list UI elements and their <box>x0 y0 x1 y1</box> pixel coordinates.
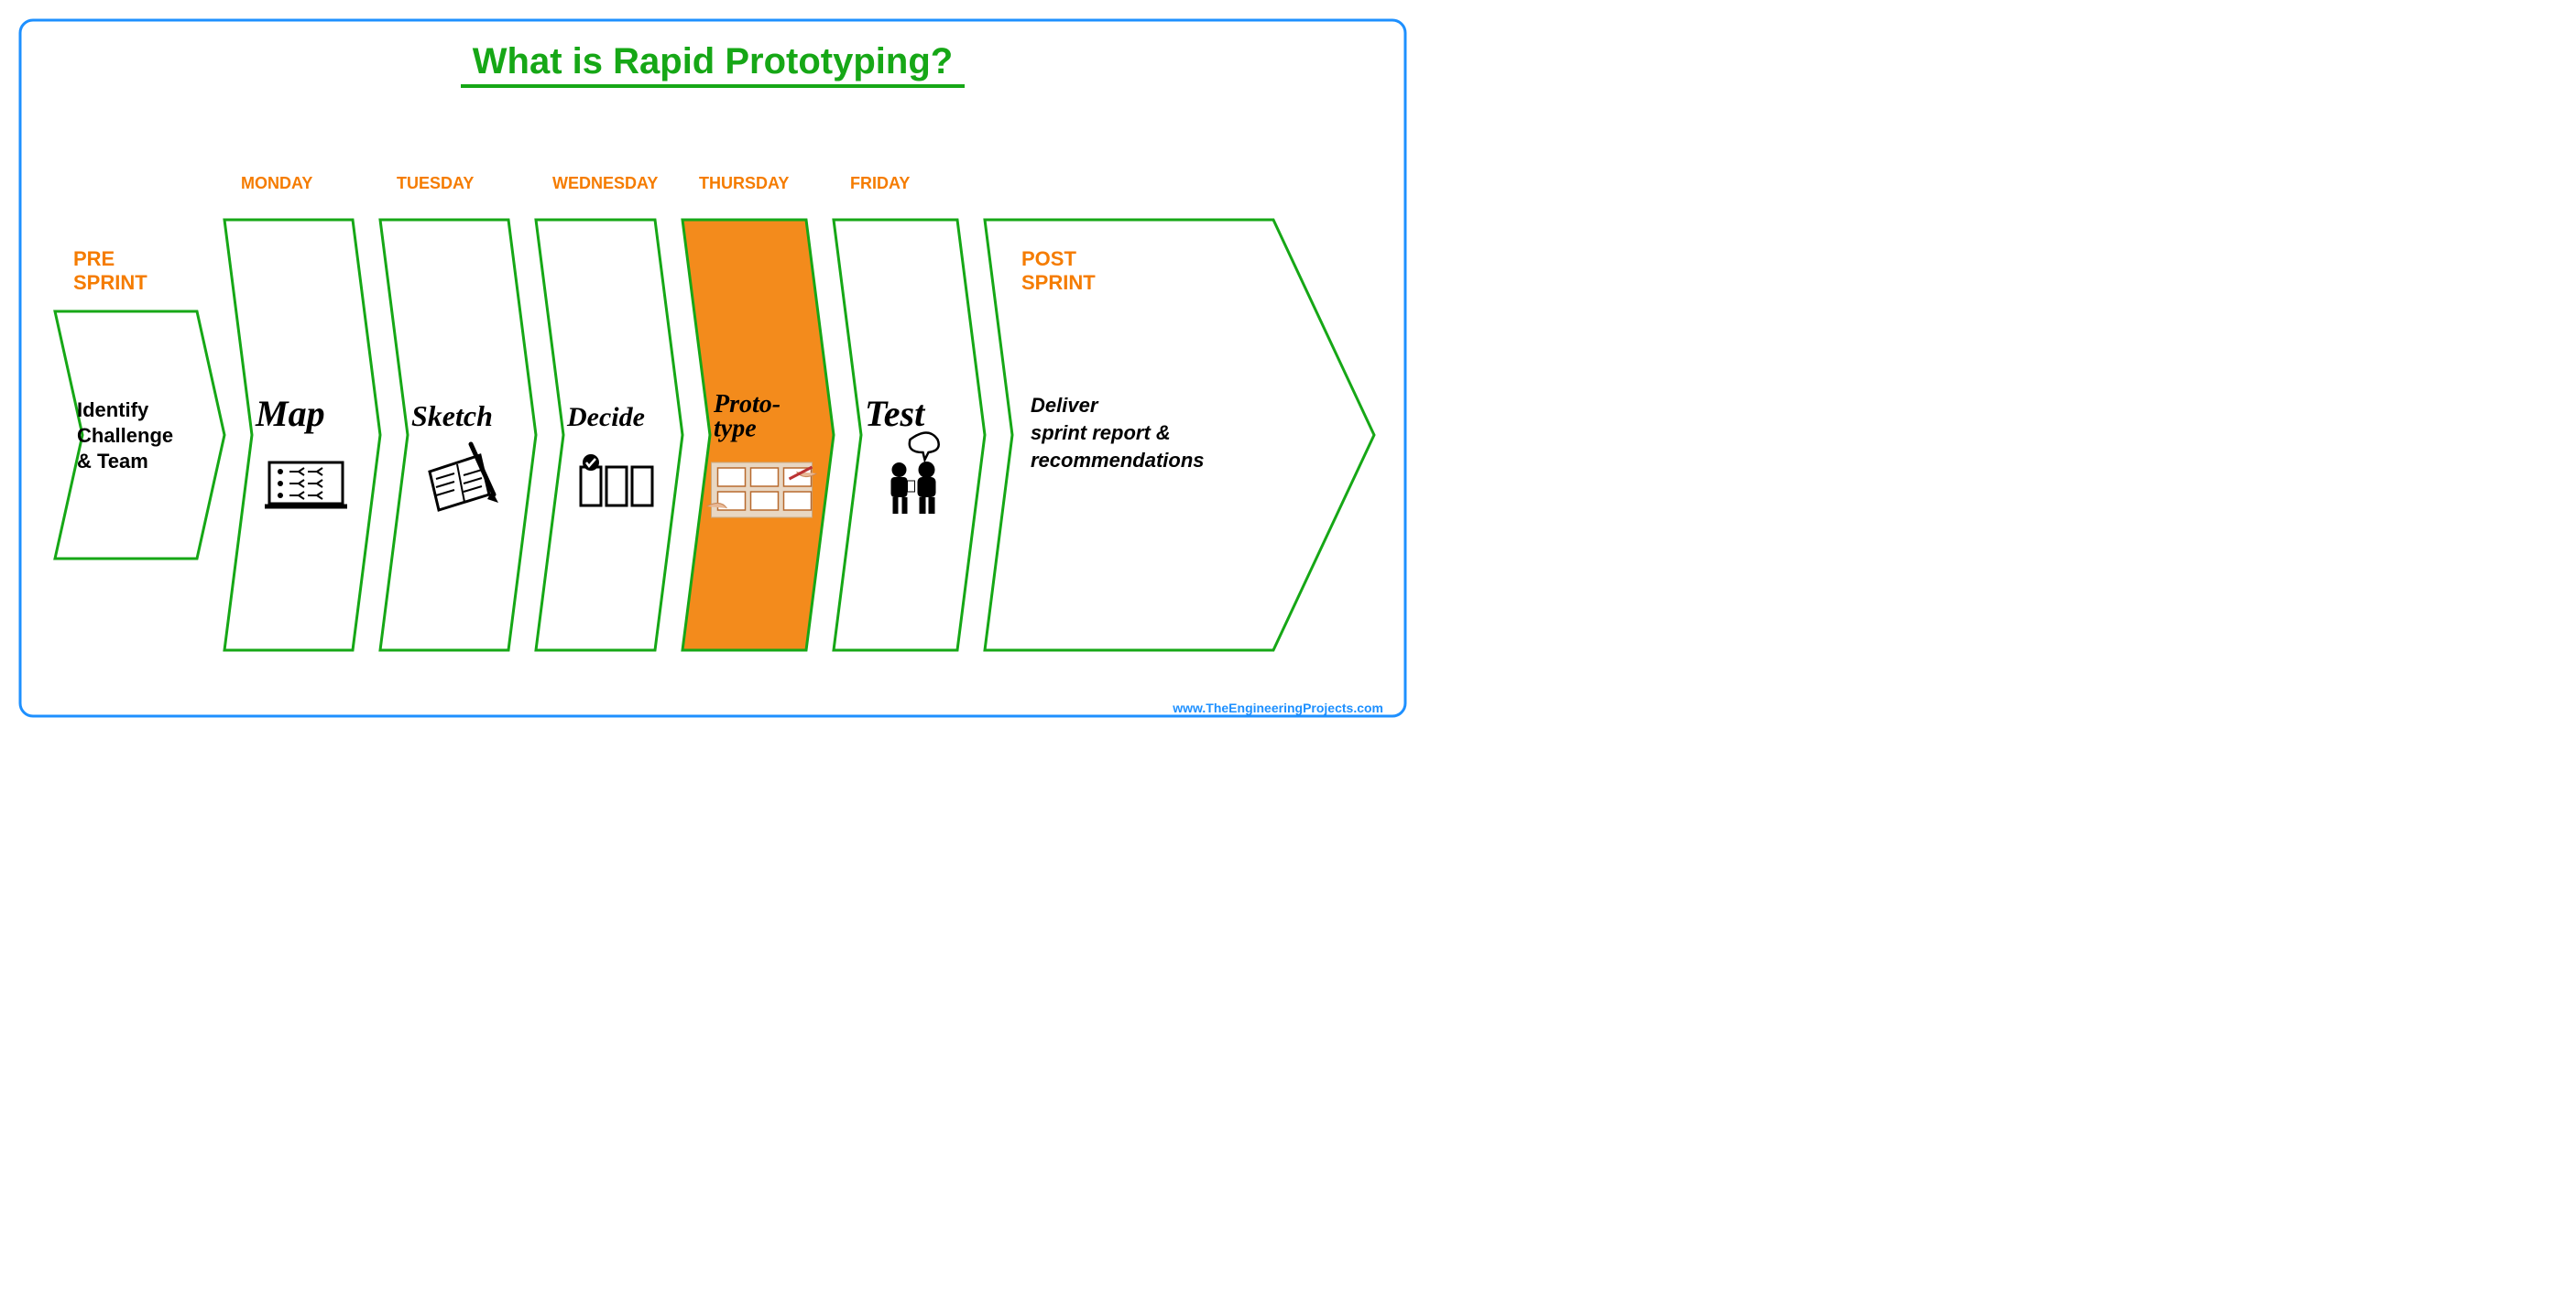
diagram-title: What is Rapid Prototyping? <box>473 41 953 82</box>
diagram-frame: What is Rapid Prototyping? MONDAY TUESDAY W… <box>9 9 2567 727</box>
day-label-0: MONDAY <box>241 174 312 192</box>
diagram-svg: What is Rapid Prototyping? MONDAY TUESDAY W… <box>9 9 1416 727</box>
day-label-3: THURSDAY <box>699 174 789 192</box>
stage-shape-1 <box>380 220 536 650</box>
prototype-icon <box>707 462 817 517</box>
stage-title-2: Decide <box>566 402 645 432</box>
stage-shape-0 <box>224 220 380 650</box>
stage-title-0: Map <box>255 393 325 434</box>
stage-title-1: Sketch <box>411 399 493 432</box>
day-label-1: TUESDAY <box>397 174 474 192</box>
stage-shape-3 <box>682 220 834 650</box>
pre-sprint-label: PRESPRINT <box>73 247 147 294</box>
stage-shape-4 <box>834 220 985 650</box>
watermark-text: www.TheEngineeringProjects.com <box>1172 701 1383 715</box>
day-label-4: FRIDAY <box>850 174 910 192</box>
stage-shape-2 <box>536 220 682 650</box>
stage-title-4: Test <box>865 393 926 434</box>
day-label-2: WEDNESDAY <box>552 174 658 192</box>
map-icon <box>265 462 347 506</box>
